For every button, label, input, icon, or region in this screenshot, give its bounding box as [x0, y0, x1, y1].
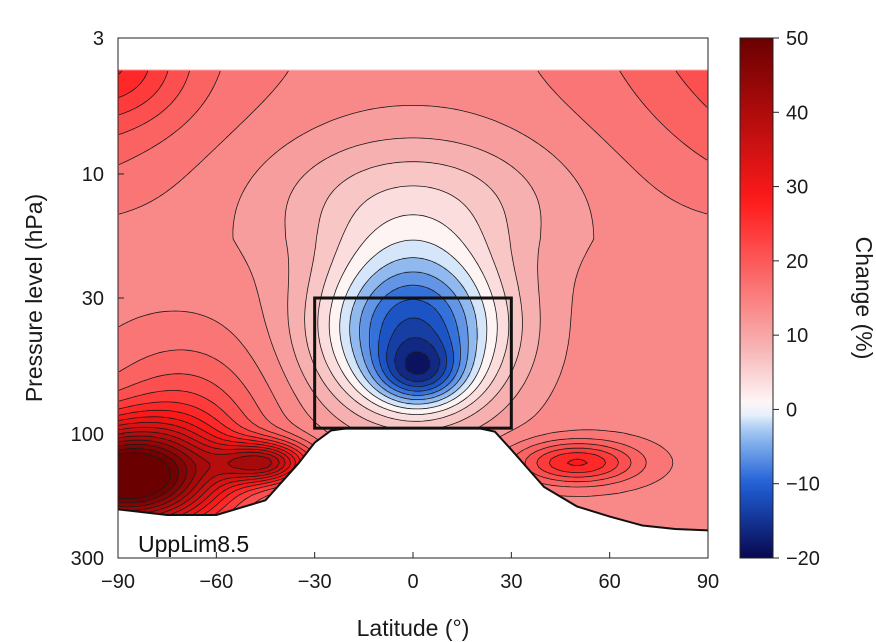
contour-line	[317, 185, 510, 422]
y-tick-label: 30	[82, 288, 104, 310]
x-tick-label: 30	[500, 571, 522, 593]
x-tick-label: 0	[407, 571, 418, 593]
contour-line	[378, 299, 454, 392]
colorbar-title: Change (%)	[851, 237, 876, 360]
x-axis-title: Latitude (°)	[357, 615, 470, 641]
colorbar-ticks: 50 40 30 20 10 0 −10 −20	[773, 28, 820, 570]
colorbar-tick-label: 30	[786, 177, 808, 199]
y-axis: 3 10 30 100 300	[71, 28, 124, 570]
colorbar-tick-label: 0	[786, 399, 797, 421]
contour-line	[118, 435, 273, 515]
plot-area	[118, 38, 708, 558]
x-tick-label: −30	[298, 571, 332, 593]
highlight-box	[313, 296, 513, 430]
contour-line	[118, 448, 180, 504]
x-tick-label: 60	[599, 571, 621, 593]
contour-line	[304, 161, 523, 431]
x-axis: −90 −60 −30 0 30 60 90	[101, 552, 719, 593]
y-axis-title: Pressure level (hPa)	[21, 194, 47, 402]
colorbar-tick-label: 50	[786, 28, 808, 50]
contour-line	[394, 337, 440, 382]
x-tick-label: 90	[697, 571, 719, 593]
colorbar-tick-label: 40	[786, 102, 808, 124]
y-tick-label: 10	[82, 164, 104, 186]
y-tick-label: 100	[71, 424, 104, 446]
contour-line	[339, 239, 488, 410]
contour-line	[404, 351, 430, 375]
below-ground-mask	[118, 428, 708, 558]
y-tick-label: 3	[93, 28, 104, 50]
colorbar: 50 40 30 20 10 0 −10 −20	[739, 28, 820, 570]
contour-line	[118, 452, 172, 500]
contour-line	[359, 271, 469, 400]
y-tick-label: 300	[71, 548, 104, 570]
x-tick-label: −90	[101, 571, 135, 593]
contour-line	[349, 257, 478, 405]
contour-line	[386, 317, 448, 387]
colorbar-scale	[739, 37, 774, 559]
colorbar-tick-label: 10	[786, 325, 808, 347]
colorbar-tick-label: −10	[786, 474, 820, 496]
colorbar-tick-label: 20	[786, 251, 808, 273]
scenario-label: UppLim8.5	[138, 531, 249, 557]
x-tick-label: −60	[199, 571, 233, 593]
colorbar-tick-label: −20	[786, 548, 820, 570]
contour-line	[118, 443, 188, 508]
